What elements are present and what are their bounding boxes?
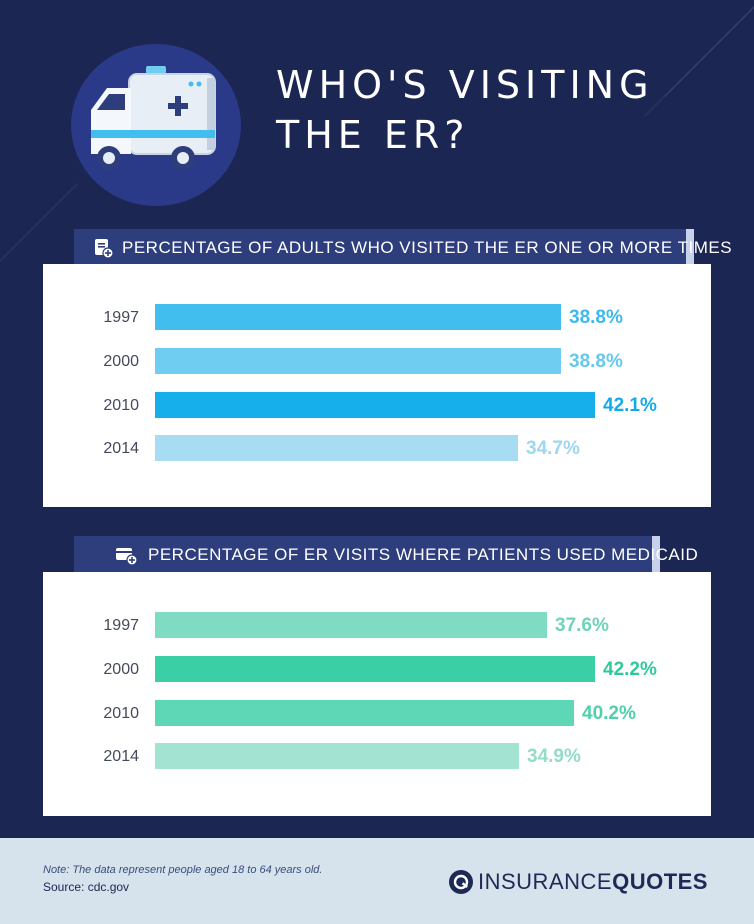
card-plus-icon [116, 548, 138, 566]
section-header-medicaid: PERCENTAGE OF ER VISITS WHERE PATIENTS U… [74, 536, 698, 574]
bar-category-label: 2000 [103, 353, 139, 370]
brand-part-1: INSURANCE [478, 869, 613, 894]
bar-category-label: 2014 [103, 748, 139, 765]
bar-value-label: 38.8% [569, 351, 623, 372]
title-line-2: THE ER? [276, 113, 470, 157]
chart-panel-medicaid: 1997 37.6% 2000 42.2% 2010 40.2% 2014 34.9% [43, 572, 711, 816]
brand-part-2: QUOTES [612, 869, 708, 894]
brand-wordmark: INSURANCEQUOTES [478, 868, 708, 896]
bar-value-label: 42.1% [603, 395, 657, 416]
bar-row: 1997 38.8% [43, 304, 711, 332]
bar [155, 612, 547, 638]
bar [155, 435, 518, 461]
source-link[interactable]: Source: cdc.gov [43, 880, 130, 894]
section-header-adults: PERCENTAGE OF ADULTS WHO VISITED THE ER … [74, 229, 732, 267]
section-header-band [74, 229, 686, 267]
bar [155, 700, 574, 726]
bar-value-label: 40.2% [582, 703, 636, 724]
chart-title-medicaid: PERCENTAGE OF ER VISITS WHERE PATIENTS U… [148, 545, 699, 564]
bar [155, 743, 519, 769]
bar-row: 2000 42.2% [43, 656, 711, 684]
page-title: WHO'S VISITING THE ER? [276, 60, 654, 160]
bar-category-label: 2010 [103, 397, 139, 414]
insurancequotes-logo-icon [449, 870, 473, 894]
bar [155, 392, 595, 418]
bar-category-label: 2000 [103, 661, 139, 678]
title-line-1: WHO'S VISITING [276, 63, 654, 107]
chart-title-adults: PERCENTAGE OF ADULTS WHO VISITED THE ER … [122, 238, 733, 257]
bar [155, 304, 561, 330]
bar-category-label: 2010 [103, 705, 139, 722]
bar-value-label: 42.2% [603, 659, 657, 680]
footnote: Note: The data represent people aged 18 … [43, 864, 323, 876]
bar-value-label: 37.6% [555, 615, 609, 636]
bar-value-label: 34.9% [527, 746, 581, 767]
bar-value-label: 38.8% [569, 307, 623, 328]
bar [155, 348, 561, 374]
bar-row: 2000 38.8% [43, 348, 711, 376]
bar [155, 656, 595, 682]
decorative-streak [643, 2, 754, 118]
bar-category-label: 1997 [103, 309, 139, 326]
bar-category-label: 1997 [103, 617, 139, 634]
bar-row: 2014 34.7% [43, 435, 711, 463]
bar-row: 2014 34.9% [43, 743, 711, 771]
chart-panel-adults: 1997 38.8% 2000 38.8% 2010 42.1% 2014 34.7% [43, 264, 711, 507]
ambulance-badge [71, 44, 241, 206]
bar-row: 2010 40.2% [43, 700, 711, 728]
ambulance-icon [91, 66, 216, 170]
footer: Note: The data represent people aged 18 … [0, 838, 754, 924]
section-header-band [74, 536, 652, 574]
clipboard-plus-icon [95, 239, 114, 259]
bar-value-label: 34.7% [526, 438, 580, 459]
bar-row: 2010 42.1% [43, 392, 711, 420]
bar-category-label: 2014 [103, 440, 139, 457]
bar-row: 1997 37.6% [43, 612, 711, 640]
